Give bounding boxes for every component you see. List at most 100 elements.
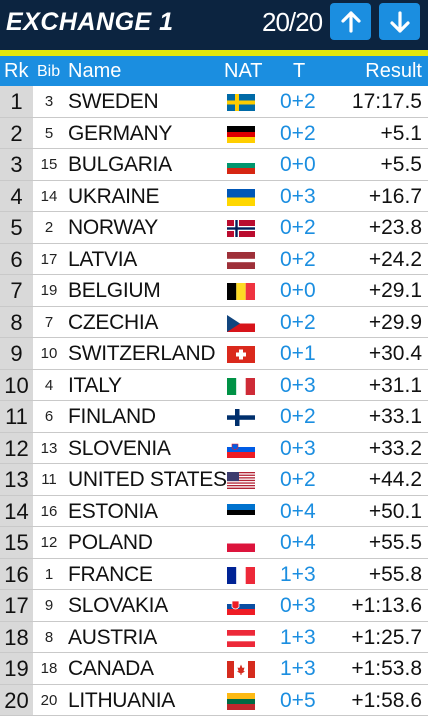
flag-icon (227, 661, 255, 678)
rank-cell: 14 (0, 495, 33, 526)
scroll-up-button[interactable] (330, 3, 371, 40)
penalty-cell: 0+2 (280, 310, 316, 334)
bib-cell: 8 (44, 628, 54, 646)
team-name: BELGIUM (68, 279, 161, 302)
penalty-cell: 0+0 (280, 153, 316, 176)
result-cell: +16.7 (368, 184, 422, 208)
team-name: CANADA (68, 657, 154, 680)
team-name: POLAND (68, 531, 153, 554)
team-name: NORWAY (68, 216, 158, 239)
results-table: 1 3 SWEDEN 0+2 17:17.5 2 5 GERMANY 0+2 +5.1 3 15 BUL… (0, 86, 428, 716)
result-cell: +5.5 (380, 153, 422, 176)
penalty-cell: 0+3 (280, 594, 316, 617)
bib-cell: 15 (40, 156, 58, 173)
table-row: 12 13 SLOVENIA 0+3 +33.2 (0, 432, 428, 464)
penalty-cell: 0+4 (280, 531, 316, 554)
bib-cell: 16 (40, 502, 58, 520)
col-name: Name (68, 60, 122, 82)
flag-icon (227, 377, 255, 395)
rank-cell: 9 (0, 338, 33, 369)
table-row: 10 4 ITALY 0+3 +31.1 (0, 369, 428, 401)
rank-cell: 2 (0, 117, 33, 148)
penalty-cell: 0+2 (280, 90, 316, 113)
team-name: ESTONIA (68, 499, 158, 523)
team-name: ITALY (68, 373, 122, 397)
team-name: SWEDEN (68, 90, 159, 113)
result-cell: +1:25.7 (351, 625, 422, 649)
penalty-cell: 0+3 (280, 373, 316, 397)
col-penalty: T (293, 60, 306, 82)
result-cell: +24.2 (368, 247, 422, 271)
col-bib: Bib (37, 63, 61, 80)
flag-icon (227, 188, 255, 206)
penalty-cell: 0+3 (280, 436, 316, 460)
column-header-row: Rk Bib Name NAT T Result (0, 56, 428, 86)
flag-icon (227, 472, 255, 489)
team-name: SLOVAKIA (68, 594, 168, 617)
penalty-cell: 0+2 (280, 247, 316, 271)
result-cell: +5.1 (380, 121, 422, 145)
team-name: SWITZERLAND (68, 342, 216, 365)
result-cell: +31.1 (368, 373, 422, 397)
flag-icon (227, 220, 255, 237)
col-nat: NAT (224, 60, 263, 82)
flag-icon (227, 440, 255, 458)
table-row: 2 5 GERMANY 0+2 +5.1 (0, 117, 428, 149)
result-cell: +30.4 (368, 342, 422, 365)
result-cell: +1:13.6 (351, 594, 422, 617)
team-name: BULGARIA (68, 153, 172, 176)
table-row: 15 12 POLAND 0+4 +55.5 (0, 527, 428, 559)
bib-cell: 13 (40, 439, 58, 457)
penalty-cell: 0+3 (280, 184, 316, 208)
flag-icon (227, 566, 255, 584)
rank-cell: 1 (0, 86, 33, 117)
bib-cell: 10 (40, 345, 58, 362)
table-row: 20 20 LITHUANIA 0+5 +1:58.6 (0, 684, 428, 716)
rank-cell: 7 (0, 275, 33, 306)
rank-cell: 5 (0, 212, 33, 243)
bib-cell: 20 (40, 691, 58, 709)
flag-icon (227, 692, 255, 710)
rank-cell: 15 (0, 527, 33, 558)
rank-cell: 13 (0, 464, 33, 495)
table-row: 11 6 FINLAND 0+2 +33.1 (0, 401, 428, 433)
result-cell: +1:58.6 (351, 688, 422, 712)
table-row: 19 18 CANADA 1+3 +1:53.8 (0, 653, 428, 685)
team-name: GERMANY (68, 121, 173, 145)
table-row: 4 14 UKRAINE 0+3 +16.7 (0, 180, 428, 212)
rank-cell: 3 (0, 149, 33, 180)
penalty-cell: 0+2 (280, 405, 316, 428)
penalty-cell: 0+0 (280, 279, 316, 302)
scroll-down-button[interactable] (379, 3, 420, 40)
header-bar: EXCHANGE 1 20/20 (0, 0, 428, 50)
team-name: UNITED STATES (68, 468, 227, 491)
table-row: 8 7 CZECHIA 0+2 +29.9 (0, 306, 428, 338)
table-row: 18 8 AUSTRIA 1+3 +1:25.7 (0, 621, 428, 653)
bib-cell: 17 (40, 250, 58, 268)
team-name: CZECHIA (68, 310, 159, 334)
bib-cell: 14 (40, 187, 58, 205)
flag-icon (227, 598, 255, 615)
penalty-cell: 1+3 (280, 657, 316, 680)
team-name: LATVIA (68, 247, 138, 271)
result-cell: +29.1 (368, 279, 422, 302)
bib-cell: 1 (44, 565, 54, 583)
arrow-up-icon (340, 10, 361, 33)
table-row: 9 10 SWITZERLAND 0+1 +30.4 (0, 338, 428, 370)
result-cell: +23.8 (368, 216, 422, 239)
bib-cell: 2 (44, 219, 54, 236)
team-name: SLOVENIA (68, 436, 171, 460)
team-name: AUSTRIA (68, 625, 157, 649)
rank-cell: 11 (0, 401, 33, 432)
penalty-cell: 1+3 (280, 625, 316, 649)
table-row: 17 9 SLOVAKIA 0+3 +1:13.6 (0, 590, 428, 622)
flag-icon (227, 346, 255, 363)
penalty-cell: 0+1 (280, 342, 316, 365)
rank-cell: 17 (0, 590, 33, 621)
rank-cell: 20 (0, 684, 33, 715)
flag-icon (227, 251, 255, 269)
penalty-cell: 0+2 (280, 216, 316, 239)
col-result: Result (365, 60, 422, 82)
penalty-cell: 0+4 (280, 499, 316, 523)
table-row: 16 1 FRANCE 1+3 +55.8 (0, 558, 428, 590)
